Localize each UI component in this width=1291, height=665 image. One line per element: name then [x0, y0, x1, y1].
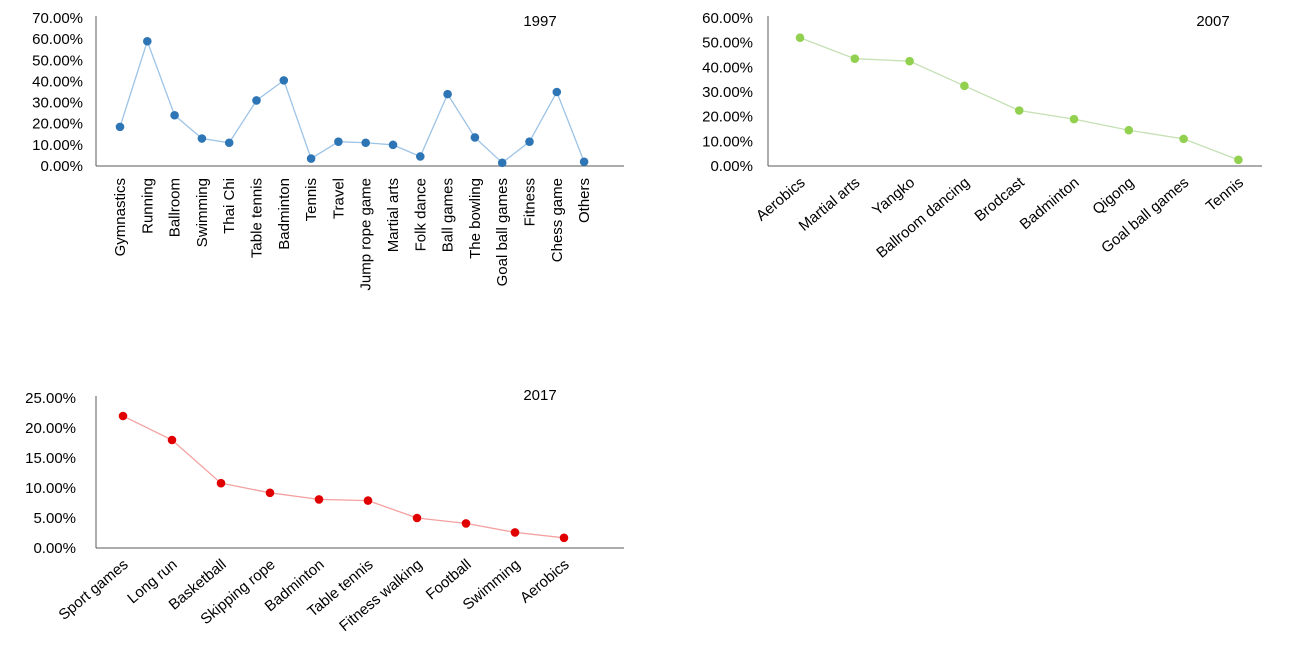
data-point: [279, 76, 289, 85]
data-point: [412, 513, 422, 523]
y-tick-label: 20.00%: [32, 116, 83, 133]
x-tick-label: Fitness walking: [336, 556, 425, 635]
data-point: [265, 488, 275, 498]
y-tick-label: 40.00%: [702, 59, 753, 76]
x-tick-label: Badminton: [1017, 174, 1083, 233]
x-tick-label: Gymnastics: [112, 178, 129, 256]
x-tick-label: Ballroom: [167, 178, 184, 237]
data-point: [167, 435, 177, 445]
data-point: [1234, 155, 1243, 165]
data-point: [559, 533, 569, 543]
x-tick-label: Tennis: [1203, 174, 1247, 215]
data-point: [552, 87, 562, 97]
series-line: [119, 39, 585, 164]
data-point: [252, 96, 261, 105]
chart-0: 0.00% 10.00% 20.00% 30.00% 40.00% 50.00% 60.00…: [32, 10, 624, 291]
data-point: [197, 134, 207, 143]
y-tick-label: 15.00%: [25, 450, 76, 467]
x-tick-label: Yangko: [869, 174, 918, 219]
series-line: [122, 415, 565, 539]
data-point: [216, 478, 226, 488]
y-tick-label: 50.00%: [702, 35, 753, 52]
x-tick-label: The bowling: [467, 178, 484, 259]
y-tick-label: 10.00%: [702, 133, 753, 150]
data-point: [361, 138, 371, 148]
y-tick-label: 25.00%: [25, 390, 76, 407]
x-tick-label: Running: [139, 178, 156, 234]
x-tick-label: Sport games: [55, 556, 131, 624]
data-point: [960, 81, 969, 91]
x-tick-label: Table tennis: [249, 178, 266, 258]
x-tick-label: Jump rope game: [358, 178, 375, 291]
data-point: [118, 411, 128, 421]
data-point: [497, 158, 507, 168]
x-tick-label: Thai Chi: [221, 178, 238, 234]
chart-title: 1997: [523, 13, 556, 30]
y-tick-label: 60.00%: [702, 10, 753, 27]
x-tick-label: Travel: [330, 178, 347, 219]
y-tick-label: 70.00%: [32, 10, 83, 27]
data-point: [510, 528, 520, 537]
data-point: [334, 137, 343, 146]
x-tick-label: Swimming: [194, 178, 211, 247]
chart-title: 2017: [523, 387, 556, 404]
y-tick-label: 0.00%: [40, 158, 83, 175]
x-tick-label: Martial arts: [385, 178, 402, 252]
y-tick-label: 30.00%: [32, 95, 83, 112]
data-point: [579, 157, 589, 167]
data-point: [224, 138, 234, 148]
data-point: [850, 54, 860, 63]
data-point: [443, 89, 452, 99]
data-point: [461, 519, 471, 528]
x-tick-label: Martial arts: [796, 174, 864, 235]
data-point: [388, 140, 398, 150]
series-line: [799, 37, 1239, 161]
data-point: [314, 495, 324, 504]
x-tick-label: Aerobics: [517, 556, 573, 607]
y-tick-label: 5.00%: [33, 510, 76, 527]
data-point: [525, 137, 534, 146]
x-tick-label: Badminton: [276, 178, 293, 250]
chart-2: 0.00% 5.00% 10.00% 15.00% 20.00% 25.00% 2017 Sp…: [25, 387, 624, 635]
data-point: [170, 110, 179, 120]
chart-1: 0.00% 10.00% 20.00% 30.00% 40.00% 50.00% 60.00…: [702, 10, 1262, 262]
y-tick-label: 20.00%: [25, 420, 76, 437]
data-point: [795, 33, 805, 43]
x-tick-label: Qigong: [1089, 174, 1137, 218]
x-tick-label: Ball games: [440, 178, 457, 252]
x-tick-label: Tennis: [303, 178, 320, 221]
x-tick-label: Fitness: [522, 178, 539, 226]
y-tick-label: 30.00%: [702, 84, 753, 101]
x-tick-label: Goal ball games: [494, 178, 511, 286]
data-point: [143, 36, 152, 46]
data-point: [306, 154, 316, 163]
data-point: [470, 133, 480, 142]
chart-title: 2007: [1196, 13, 1229, 30]
y-tick-label: 20.00%: [702, 109, 753, 126]
x-tick-label: Others: [576, 178, 593, 223]
data-point: [1179, 134, 1188, 144]
x-tick-label: Ballroom dancing: [873, 174, 973, 262]
y-tick-label: 50.00%: [32, 52, 83, 69]
data-point: [1124, 125, 1134, 135]
y-tick-label: 40.00%: [32, 73, 83, 90]
data-point: [416, 152, 425, 161]
data-point: [905, 56, 914, 66]
data-point: [363, 496, 373, 505]
x-tick-label: Chess game: [549, 178, 566, 262]
y-tick-label: 10.00%: [32, 137, 83, 154]
x-tick-label: Folk dance: [412, 178, 429, 251]
y-tick-label: 10.00%: [25, 480, 76, 497]
y-tick-label: 0.00%: [710, 158, 753, 175]
y-tick-label: 0.00%: [33, 540, 76, 557]
data-point: [115, 122, 125, 132]
data-point: [1069, 114, 1079, 124]
y-tick-label: 60.00%: [32, 31, 83, 48]
data-point: [1014, 106, 1024, 115]
